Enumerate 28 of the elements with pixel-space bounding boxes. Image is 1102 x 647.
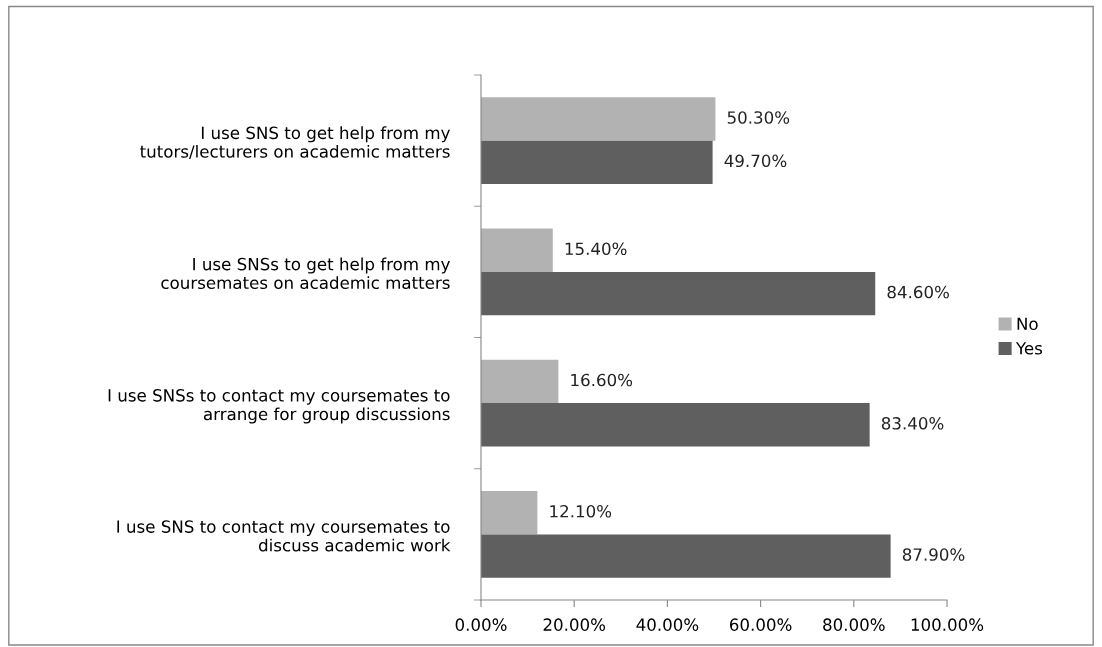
- data-label: 49.70%: [724, 154, 787, 168]
- y-tick-label: I use SNSs to get help from my coursemates on academic matters: [161, 257, 450, 290]
- data-label: 15.40%: [565, 242, 627, 256]
- y-tick-label: I use SNSs to contact my coursemates to arrange for group discussions: [108, 389, 450, 424]
- x-tick-label: 60.00%: [729, 618, 792, 631]
- data-label: 16.60%: [571, 373, 633, 387]
- data-label: 50.30%: [727, 111, 790, 124]
- legend-label: No: [1017, 317, 1038, 331]
- bar: [481, 97, 716, 141]
- legend-label: Yes: [1015, 342, 1043, 355]
- bar: [481, 491, 538, 535]
- bar: [481, 359, 559, 404]
- bar: [481, 228, 553, 272]
- bar: [481, 403, 870, 447]
- data-label: 84.60%: [887, 285, 949, 299]
- data-label: 12.10%: [550, 504, 612, 518]
- y-tick-label: I use SNS to get help from my tutors/lecturers on academic matters: [140, 126, 450, 160]
- x-tick-label: 20.00%: [543, 618, 606, 631]
- bar: [481, 534, 891, 578]
- x-tick-label: 80.00%: [823, 618, 885, 631]
- bar: [481, 140, 713, 184]
- data-label: 83.40%: [881, 417, 944, 430]
- bar: [481, 271, 876, 316]
- x-tick-label: 0.00%: [455, 618, 507, 631]
- x-tick-label: 100.00%: [911, 618, 984, 631]
- y-tick-label: I use SNS to contact my coursemates to discuss academic work: [117, 520, 451, 552]
- data-label: 87.90%: [902, 548, 965, 561]
- x-tick-label: 40.00%: [636, 618, 699, 631]
